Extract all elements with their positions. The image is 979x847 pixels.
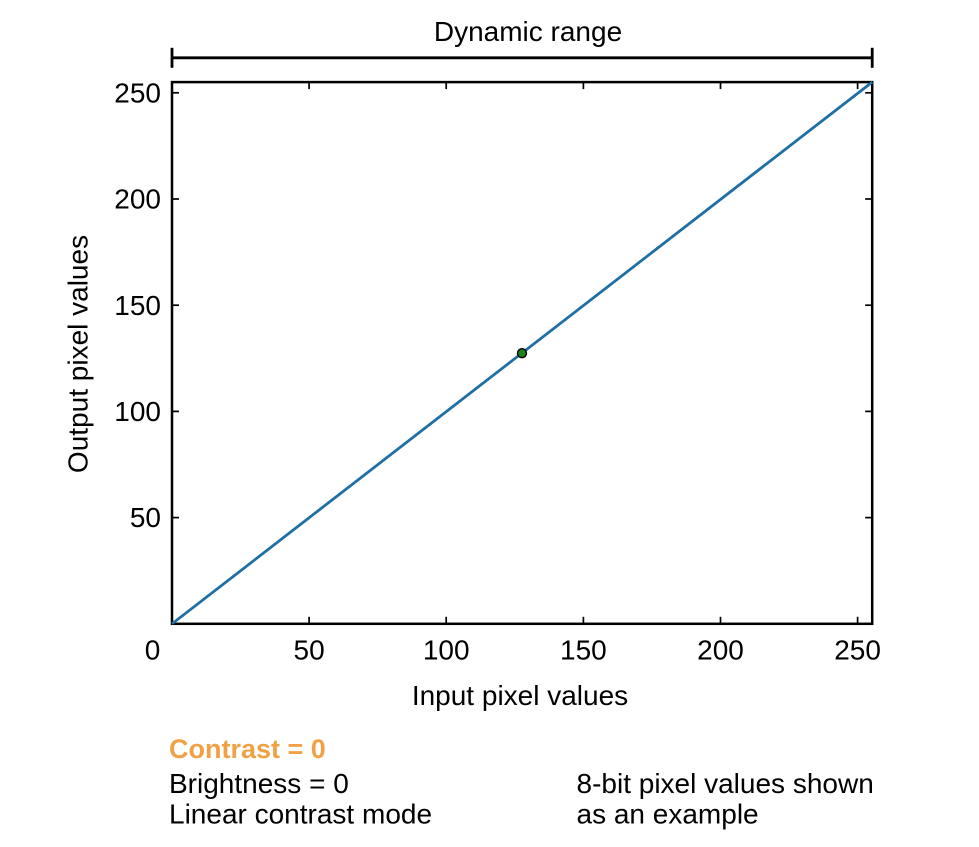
svg-text:100: 100 [114,396,161,427]
svg-text:as an example: as an example [577,799,759,830]
svg-text:100: 100 [423,635,470,666]
svg-text:Contrast = 0: Contrast = 0 [169,734,326,764]
svg-text:Linear contrast mode: Linear contrast mode [169,799,432,830]
svg-text:Input pixel values: Input pixel values [412,680,628,711]
svg-text:200: 200 [697,635,744,666]
svg-text:200: 200 [114,184,161,215]
svg-text:Output pixel values: Output pixel values [63,235,94,473]
svg-text:50: 50 [294,635,325,666]
svg-text:Dynamic range: Dynamic range [434,16,622,47]
svg-text:8-bit pixel values shown: 8-bit pixel values shown [577,768,874,799]
svg-text:0: 0 [145,635,161,666]
svg-text:150: 150 [114,290,161,321]
svg-text:250: 250 [834,635,881,666]
svg-text:50: 50 [130,502,161,533]
svg-text:250: 250 [114,77,161,108]
svg-text:Brightness = 0: Brightness = 0 [169,768,349,799]
svg-text:150: 150 [560,635,607,666]
